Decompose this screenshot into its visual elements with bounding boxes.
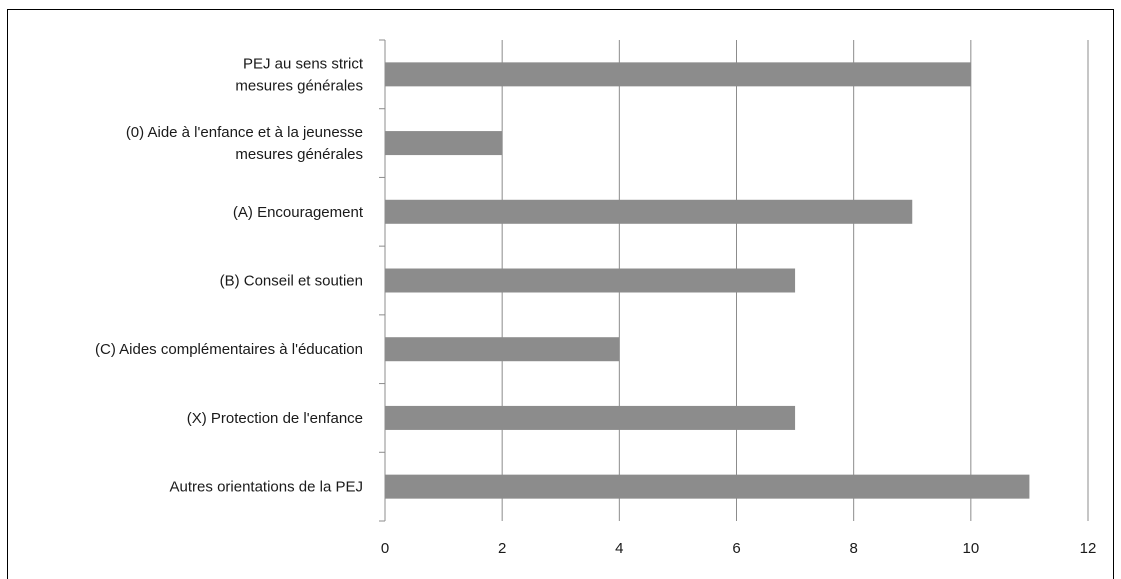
bar (385, 474, 1030, 499)
category-label: (B) Conseil et soutien (220, 273, 363, 290)
category-label: (A) Encouragement (233, 204, 364, 221)
category-label: mesures générales (235, 77, 363, 94)
bar (385, 268, 796, 293)
category-label: (X) Protection de l'enfance (187, 410, 363, 427)
category-label: (C) Aides complémentaires à l'éducation (95, 341, 363, 358)
x-tick-label: 2 (498, 540, 506, 557)
bar (385, 337, 620, 362)
x-tick-label: 8 (849, 540, 857, 557)
bar (385, 405, 796, 430)
category-label: mesures générales (235, 146, 363, 163)
x-tick-label: 0 (381, 540, 389, 557)
category-label: Autres orientations de la PEJ (170, 479, 363, 496)
category-label: PEJ au sens strict (243, 55, 364, 72)
category-label: (0) Aide à l'enfance et à la jeunesse (126, 124, 363, 141)
bar (385, 199, 913, 224)
bar (385, 131, 503, 156)
x-tick-label: 12 (1080, 540, 1097, 557)
x-tick-label: 6 (732, 540, 740, 557)
x-tick-label: 4 (615, 540, 623, 557)
bar (385, 62, 971, 87)
x-tick-label: 10 (962, 540, 979, 557)
